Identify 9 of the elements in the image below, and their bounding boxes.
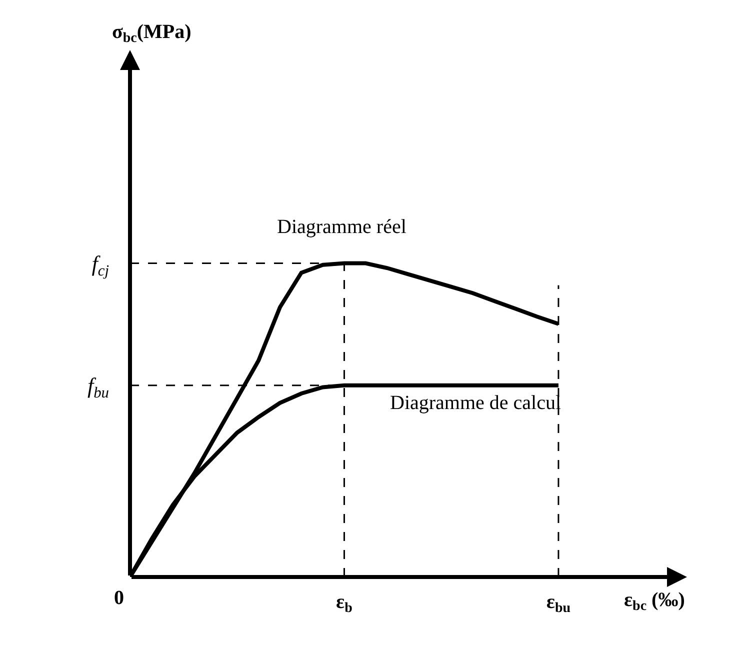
- text: Diagramme réel: [277, 216, 407, 238]
- text: σ$_{bc}$(MPa): [112, 21, 192, 46]
- text: 0: [114, 587, 124, 609]
- x-axis-title: ε$_{bc}$ (‰): [624, 589, 685, 614]
- ref-line-label: f$_{cj}$: [92, 251, 109, 280]
- x-tick-label: ε$_{b}$: [336, 591, 353, 616]
- ref-line-label: f$_{bu}$: [87, 373, 110, 402]
- x-tick-label: ε$_{bu}$: [546, 591, 571, 616]
- annotation: Diagramme de calcul: [390, 392, 562, 414]
